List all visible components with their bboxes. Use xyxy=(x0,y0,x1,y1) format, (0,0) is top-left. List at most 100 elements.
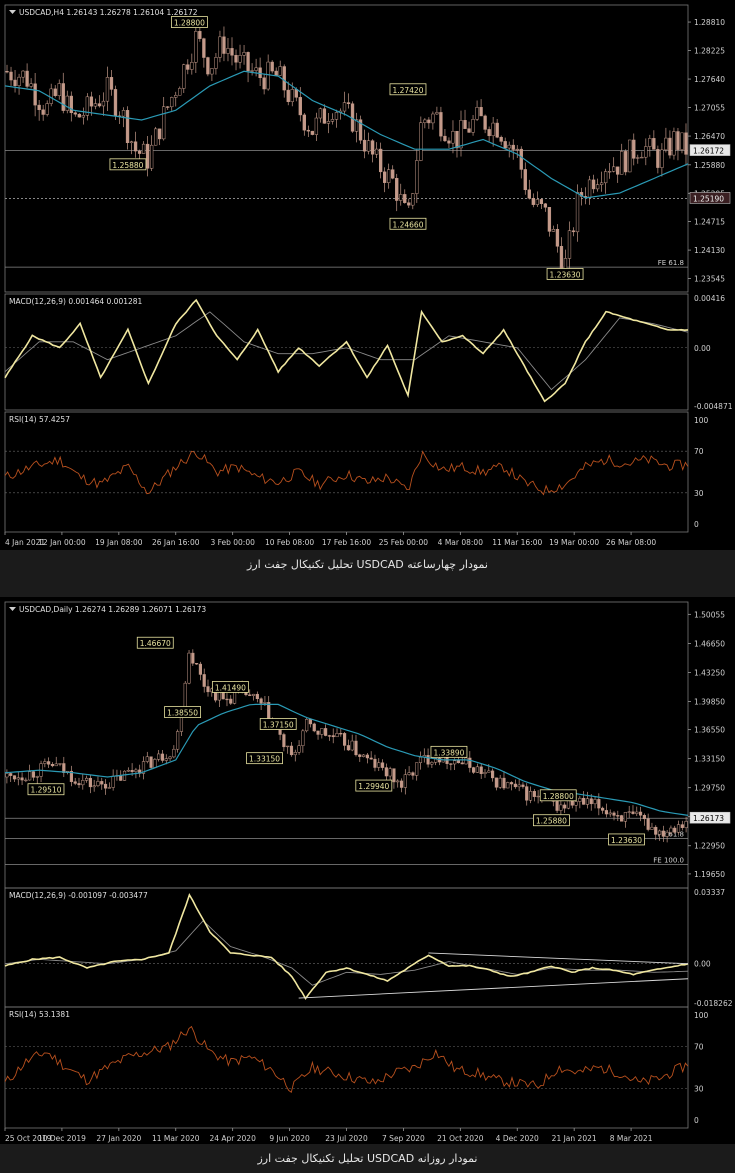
annotation-label: 1.23630 xyxy=(611,836,642,845)
candle-body xyxy=(495,122,499,138)
candle-body xyxy=(387,169,391,183)
candle-body xyxy=(491,770,495,779)
candle-body xyxy=(636,157,640,159)
candle-body xyxy=(282,734,286,748)
rsi-y-tick-label: 30 xyxy=(694,489,704,498)
candle-body xyxy=(567,230,572,259)
candle-body xyxy=(361,754,366,757)
candle-body xyxy=(616,166,620,175)
candle-body xyxy=(246,52,250,72)
candle-body xyxy=(251,693,256,696)
candle-body xyxy=(316,730,320,735)
candle-body xyxy=(650,826,654,830)
candle-body xyxy=(266,61,270,90)
h4-chart: USDCAD,H4 1.26143 1.26278 1.26104 1.2617… xyxy=(4,4,733,547)
candle-body xyxy=(105,77,110,102)
candle-body xyxy=(194,31,198,63)
annotation-label: 1.28800 xyxy=(543,792,574,801)
x-tick-label: 23 Jul 2020 xyxy=(325,1134,368,1143)
annotation-label: 1.24660 xyxy=(392,220,423,229)
annotation-label: 1.38550 xyxy=(167,709,198,718)
candle-body xyxy=(395,178,399,201)
annotation-box xyxy=(430,745,468,758)
candle-body xyxy=(672,131,676,156)
candle-body xyxy=(654,826,658,835)
candle-body xyxy=(684,821,688,828)
macd-y-tick-label: -0.018262 xyxy=(694,999,733,1008)
candle-body xyxy=(53,88,57,96)
candle-body xyxy=(415,762,419,776)
candle-body xyxy=(255,693,259,699)
candle-body xyxy=(69,95,73,113)
y-tick-label: 1.29750 xyxy=(694,784,725,793)
candle-body xyxy=(423,119,427,123)
candle-body xyxy=(145,143,150,169)
candle-body xyxy=(286,89,290,102)
candle-body xyxy=(502,777,506,789)
candle-body xyxy=(435,112,439,115)
candle-body xyxy=(73,112,77,115)
y-tick-label: 1.28810 xyxy=(694,18,725,27)
candle-body xyxy=(585,798,590,805)
candle-body xyxy=(145,756,149,762)
price-tag-box xyxy=(689,811,731,824)
candle-body xyxy=(354,740,358,756)
candle-body xyxy=(494,777,498,788)
annotation-box xyxy=(259,718,297,730)
macd-pane-border xyxy=(4,887,689,1008)
candle-body xyxy=(97,103,102,107)
candle-body xyxy=(190,62,194,70)
candle-body xyxy=(523,169,527,191)
candle-body xyxy=(635,811,639,814)
candle-body xyxy=(198,663,202,675)
x-tick-label: 25 Oct 2019 xyxy=(5,1134,52,1143)
rsi-pane-border xyxy=(4,1006,689,1129)
candle-body xyxy=(5,71,9,73)
candle-body xyxy=(101,100,106,107)
candle-body xyxy=(535,199,539,205)
candle-body xyxy=(113,89,118,117)
candle-body xyxy=(222,36,226,54)
x-tick-label: 4 Mar 08:00 xyxy=(438,538,484,547)
annotation-label: 1.28800 xyxy=(174,19,205,28)
x-tick-label: 7 Sep 2020 xyxy=(382,1134,425,1143)
candle-body xyxy=(186,64,190,70)
candle-body xyxy=(28,771,32,781)
candle-body xyxy=(459,120,463,149)
candle-body xyxy=(373,758,377,768)
candle-body xyxy=(595,184,600,190)
candle-body xyxy=(498,777,502,788)
macd-y-tick-label: -0.004871 xyxy=(694,402,733,411)
candle-body xyxy=(334,112,339,120)
candle-body xyxy=(483,115,487,130)
candle-body xyxy=(646,818,650,830)
candle-body xyxy=(5,773,9,778)
candle-body xyxy=(575,192,580,233)
candle-body xyxy=(141,143,146,154)
candle-body xyxy=(282,66,286,91)
candle-body xyxy=(129,141,134,143)
x-tick-label: 24 Apr 2020 xyxy=(209,1134,256,1143)
candle-body xyxy=(85,777,89,781)
candle-body xyxy=(388,768,392,777)
x-tick-label: 12 Jan 00:00 xyxy=(38,538,86,547)
x-tick-label: 26 Jan 16:00 xyxy=(152,538,200,547)
candle-body xyxy=(396,780,400,783)
candle-body xyxy=(563,804,567,809)
candle-body xyxy=(499,136,503,142)
candle-body xyxy=(503,141,507,149)
candle-body xyxy=(627,811,631,813)
candle-body xyxy=(673,827,677,833)
candle-body xyxy=(210,68,214,75)
annotation-label: 1.27420 xyxy=(392,86,423,95)
candle-body xyxy=(506,782,510,789)
candle-body xyxy=(274,70,278,76)
rsi-title: RSI(14) 53.1381 xyxy=(9,1010,70,1019)
candle-body xyxy=(149,756,153,768)
candle-body xyxy=(242,52,246,56)
candle-body xyxy=(327,735,332,737)
candle-body xyxy=(657,830,662,835)
candle-body xyxy=(464,757,468,765)
rsi-line xyxy=(4,450,689,496)
candle-body xyxy=(555,801,559,811)
